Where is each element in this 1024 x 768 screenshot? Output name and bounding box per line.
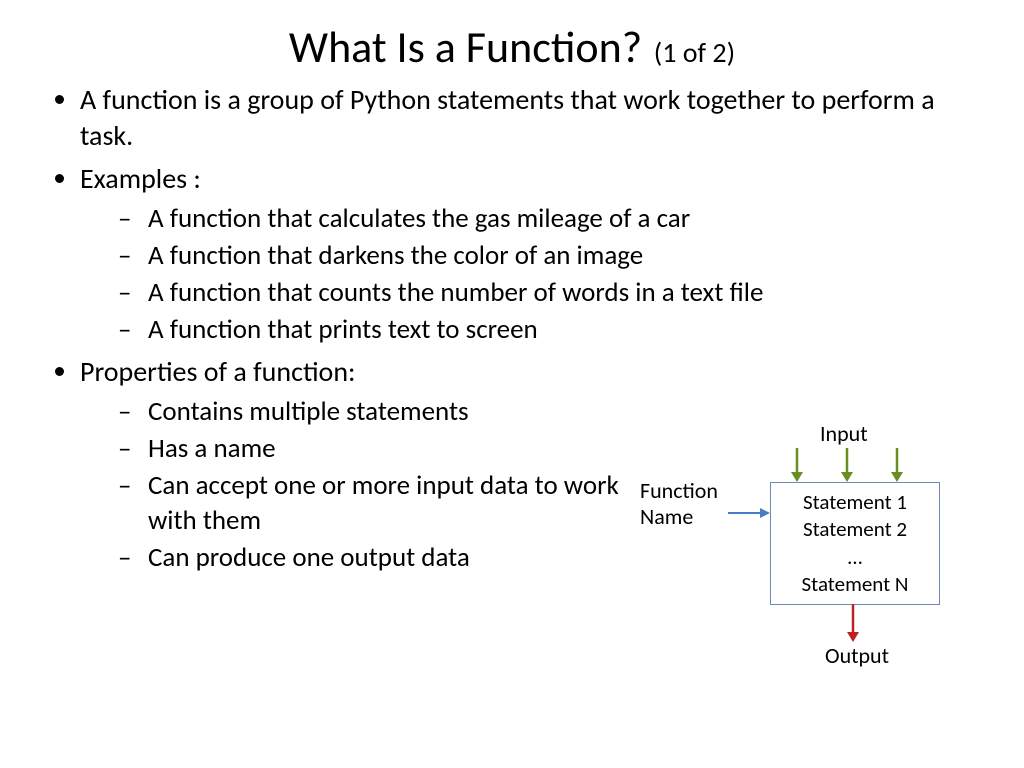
fn-label-line1: Function [640, 477, 718, 504]
output-arrow-icon [844, 604, 862, 642]
diagram-function-box: Statement 1 Statement 2 … Statement N [770, 482, 940, 605]
example-item: A function that darkens the color of an … [118, 238, 964, 273]
properties-sublist: Contains multiple statements Has a name … [80, 394, 640, 575]
example-item: A function that calculates the gas milea… [118, 201, 964, 236]
input-arrow-icon [788, 448, 806, 482]
bullet-examples-label: Examples : [80, 161, 201, 196]
function-name-arrow-icon [728, 506, 770, 520]
bullet-examples: Examples : A function that calculates th… [80, 161, 964, 348]
diagram-function-name-label: Function Name [640, 478, 718, 531]
property-item: Can produce one output data [118, 540, 640, 575]
function-diagram: Input Function Name Statement 1 Statemen… [640, 420, 980, 690]
bullet-definition: A function is a group of Python statemen… [80, 82, 964, 155]
diagram-statement: … [775, 544, 935, 571]
example-item: A function that prints text to screen [118, 312, 964, 347]
diagram-output-label: Output [825, 642, 889, 669]
diagram-statement: Statement 1 [775, 489, 935, 516]
property-item: Has a name [118, 431, 640, 466]
slide-title: What Is a Function? (1 of 2) [0, 0, 1024, 82]
diagram-statement: Statement N [775, 571, 935, 598]
example-item: A function that counts the number of wor… [118, 275, 964, 310]
diagram-statement: Statement 2 [775, 516, 935, 543]
bullet-properties-label: Properties of a function: [80, 354, 356, 389]
input-arrow-icon [838, 448, 856, 482]
fn-label-line2: Name [640, 503, 693, 530]
examples-sublist: A function that calculates the gas milea… [80, 201, 964, 347]
title-sub: (1 of 2) [654, 35, 735, 70]
title-main: What Is a Function? [289, 20, 642, 74]
input-arrow-icon [888, 448, 906, 482]
diagram-input-label: Input [820, 420, 868, 447]
property-item: Can accept one or more input data to wor… [118, 468, 640, 538]
property-item: Contains multiple statements [118, 394, 640, 429]
